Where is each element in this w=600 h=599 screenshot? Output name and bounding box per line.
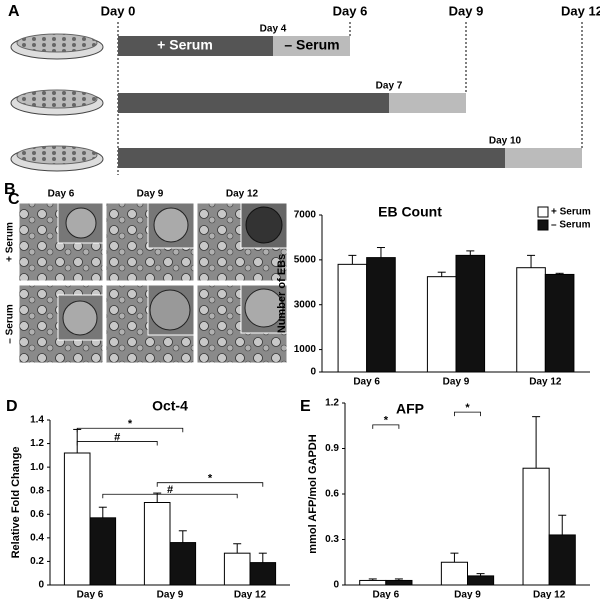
y-axis-label: mmol AFP/mol GAPDH (307, 434, 319, 553)
bar (366, 257, 396, 373)
panel-label: D (6, 398, 18, 415)
day-label: Day 0 (101, 3, 136, 18)
row-label: – Serum (5, 304, 16, 344)
sig-bracket (102, 493, 238, 499)
panel-label: B (4, 181, 16, 198)
y-tick-label: 1.0 (30, 462, 44, 473)
x-tick-label: Day 12 (529, 377, 562, 388)
sig-marker: # (167, 484, 173, 496)
bar (516, 267, 546, 373)
day-label: Day 12 (561, 3, 600, 18)
sig-bracket (156, 482, 264, 487)
y-axis-label: Number of EBs (276, 254, 288, 333)
bar (440, 561, 469, 586)
switch-label: Day 7 (376, 81, 403, 92)
serum-free-bar (389, 93, 466, 113)
bar (249, 562, 277, 586)
bar (223, 552, 251, 586)
y-tick-label: 0.2 (30, 556, 44, 567)
bar (89, 517, 117, 586)
bar (169, 542, 197, 586)
bar (522, 467, 550, 586)
switch-label: Day 10 (489, 136, 522, 147)
image-grid (18, 202, 288, 364)
phase-label: – Serum (284, 37, 339, 53)
chart-title: EB Count (378, 204, 442, 220)
x-tick-label: Day 9 (443, 377, 470, 388)
day-label: Day 6 (333, 3, 368, 18)
legend-label: + Serum (551, 207, 591, 218)
serum-free-bar (273, 36, 350, 56)
day-label: Day 9 (449, 3, 484, 18)
y-tick-label: 0.9 (325, 443, 339, 454)
sig-bracket (454, 411, 481, 417)
phase-label: + Serum (157, 37, 213, 53)
sig-marker: * (128, 418, 133, 430)
y-tick-label: 1.2 (30, 438, 44, 449)
chart-title: AFP (396, 401, 424, 417)
y-tick-label: 0.4 (30, 532, 44, 543)
x-tick-label: Day 6 (77, 590, 104, 599)
sig-bracket (76, 427, 184, 433)
legend-swatch (537, 219, 549, 231)
y-tick-label: 0.3 (325, 534, 339, 545)
bar (337, 263, 368, 373)
chart-title: Oct-4 (152, 398, 188, 414)
y-tick-label: 1.4 (30, 415, 44, 426)
x-tick-label: Day 12 (234, 590, 267, 599)
dishes (10, 33, 104, 172)
column-label: Day 12 (226, 189, 259, 200)
bar (548, 534, 576, 586)
x-tick-label: Day 9 (454, 590, 481, 599)
legend-label: – Serum (551, 220, 591, 231)
y-tick-label: 0.6 (30, 509, 44, 520)
y-axis-label: Relative Fold Change (10, 447, 22, 559)
row-label: + Serum (5, 222, 16, 262)
y-tick-label: 1.2 (325, 398, 339, 409)
x-tick-label: Day 9 (157, 590, 184, 599)
serum-free-bar (505, 148, 582, 168)
legend-swatch (537, 206, 549, 218)
x-tick-label: Day 6 (372, 590, 399, 599)
x-tick-label: Day 12 (533, 590, 566, 599)
x-tick-label: Day 6 (353, 377, 380, 388)
y-tick-label: 0 (310, 367, 316, 378)
column-label: Day 6 (48, 189, 75, 200)
sig-marker: * (208, 473, 213, 485)
bar (359, 579, 387, 586)
y-tick-label: 1000 (294, 344, 317, 355)
y-tick-label: 3000 (294, 299, 317, 310)
serum-bar (118, 93, 389, 113)
y-tick-label: 5000 (294, 254, 317, 265)
switch-label: Day 4 (260, 24, 287, 35)
panel-label: A (8, 3, 20, 20)
bar (426, 276, 457, 373)
panel-label: C (8, 191, 20, 208)
y-tick-label: 7000 (294, 210, 317, 221)
y-tick-label: 0.6 (325, 489, 339, 500)
sig-marker: * (384, 415, 389, 427)
bar (455, 254, 486, 373)
serum-bar (118, 148, 505, 168)
bar (143, 502, 171, 586)
bar (63, 452, 91, 586)
column-label: Day 9 (137, 189, 164, 200)
bar (544, 273, 575, 373)
sig-bracket (372, 424, 400, 429)
sig-marker: # (114, 431, 120, 443)
sig-marker: * (465, 402, 470, 414)
serum-bar (118, 36, 273, 56)
sig-bracket (76, 441, 158, 446)
y-tick-label: 0 (333, 580, 339, 591)
panel-label: E (300, 398, 311, 415)
bar (385, 579, 413, 586)
micrographs: B Day 6 Day 9 Day 12 + Serum – Serum (4, 181, 288, 364)
y-tick-label: 0.8 (30, 485, 44, 496)
timeline: A Day 0 Day 6 Day 9 Day 12 + Serum – Ser… (8, 3, 600, 175)
bar (467, 575, 495, 586)
y-tick-label: 0 (38, 580, 44, 591)
